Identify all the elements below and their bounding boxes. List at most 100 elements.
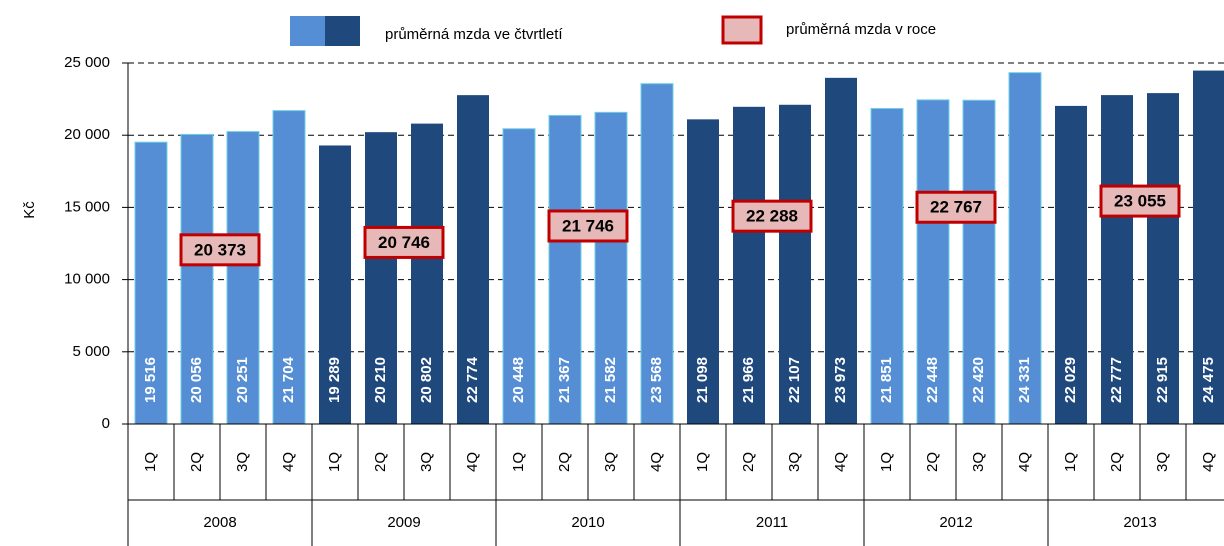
value-label: 20 802 xyxy=(418,357,435,403)
bar xyxy=(319,145,351,424)
year-label: 2009 xyxy=(387,514,420,531)
x-tick-label: 1Q xyxy=(878,452,895,472)
annual-box xyxy=(731,199,813,233)
bar xyxy=(457,95,489,425)
bar xyxy=(1147,93,1179,425)
legend-swatch xyxy=(290,16,325,46)
bar xyxy=(1055,105,1087,424)
y-tick-label: 15 000 xyxy=(64,198,110,215)
value-label: 20 210 xyxy=(372,357,389,403)
annual-label: 20 373 xyxy=(194,240,246,259)
year-label: 2010 xyxy=(571,514,604,531)
x-tick-label: 1Q xyxy=(142,452,159,472)
value-label: 21 851 xyxy=(878,357,895,403)
x-tick-label: 3Q xyxy=(602,452,619,472)
x-tick-label: 4Q xyxy=(1200,452,1217,472)
value-label: 22 448 xyxy=(924,357,941,403)
legend-label: průměrná mzda v roce xyxy=(786,21,936,38)
x-tick-label: 1Q xyxy=(510,452,527,472)
bar xyxy=(779,104,811,425)
value-label: 22 774 xyxy=(464,356,481,403)
value-label: 22 029 xyxy=(1062,357,1079,403)
bar xyxy=(411,123,443,425)
x-tick-label: 3Q xyxy=(786,452,803,472)
y-tick-label: 0 xyxy=(102,415,110,432)
value-label: 21 582 xyxy=(602,357,619,403)
value-label: 22 777 xyxy=(1108,357,1125,403)
bar xyxy=(594,111,628,425)
annual-label: 23 055 xyxy=(1114,192,1166,211)
value-label: 22 107 xyxy=(786,357,803,403)
value-label: 23 973 xyxy=(832,357,849,403)
y-tick-label: 25 000 xyxy=(64,54,110,71)
bar xyxy=(1008,72,1042,425)
bar xyxy=(687,119,719,424)
y-tick-label: 20 000 xyxy=(64,126,110,143)
x-tick-label: 2Q xyxy=(1108,452,1125,472)
value-label: 24 331 xyxy=(1016,357,1033,403)
year-label: 2008 xyxy=(203,514,236,531)
value-label: 19 516 xyxy=(142,357,159,403)
bar xyxy=(502,128,536,425)
x-tick-label: 2Q xyxy=(188,452,205,472)
y-axis-label: Kč xyxy=(21,201,38,219)
x-tick-label: 4Q xyxy=(648,452,665,472)
value-label: 23 568 xyxy=(648,357,665,403)
year-label: 2013 xyxy=(1123,514,1156,531)
bar xyxy=(962,99,996,425)
legend-swatch xyxy=(721,15,763,45)
year-label: 2012 xyxy=(939,514,972,531)
year-label: 2011 xyxy=(756,514,788,531)
x-tick-label: 2Q xyxy=(740,452,757,472)
x-tick-label: 3Q xyxy=(970,452,987,472)
bar xyxy=(365,132,397,424)
value-label: 22 420 xyxy=(970,357,987,403)
x-tick-label: 4Q xyxy=(464,452,481,472)
x-tick-label: 3Q xyxy=(418,452,435,472)
annual-box xyxy=(1099,184,1181,218)
x-tick-label: 1Q xyxy=(326,452,343,472)
x-tick-label: 3Q xyxy=(1154,452,1171,472)
annual-box xyxy=(915,190,997,224)
x-tick-label: 4Q xyxy=(832,452,849,472)
x-tick-label: 1Q xyxy=(1062,452,1079,472)
y-tick-label: 5 000 xyxy=(72,343,110,360)
legend-label: průměrná mzda ve čtvrtletí xyxy=(385,26,563,43)
annual-label: 20 746 xyxy=(378,233,430,252)
value-label: 21 966 xyxy=(740,357,757,403)
value-label: 21 704 xyxy=(280,356,297,403)
x-tick-label: 2Q xyxy=(556,452,573,472)
x-tick-label: 4Q xyxy=(280,452,297,472)
bar xyxy=(870,107,904,425)
x-tick-label: 2Q xyxy=(924,452,941,472)
bar xyxy=(733,106,765,424)
y-tick-label: 10 000 xyxy=(64,271,110,288)
value-label: 21 098 xyxy=(694,357,711,403)
bar xyxy=(1193,70,1224,425)
value-label: 20 056 xyxy=(188,357,205,403)
bar xyxy=(825,77,857,424)
bar xyxy=(1101,95,1133,424)
annual-label: 22 288 xyxy=(746,207,798,226)
bar xyxy=(272,110,306,425)
value-label: 20 448 xyxy=(510,357,527,403)
x-tick-label: 1Q xyxy=(694,452,711,472)
x-tick-label: 2Q xyxy=(372,452,389,472)
x-tick-label: 3Q xyxy=(234,452,251,472)
bar xyxy=(640,83,674,425)
annual-box xyxy=(179,233,261,267)
value-label: 19 289 xyxy=(326,357,343,403)
legend-swatch xyxy=(325,16,360,46)
value-label: 22 915 xyxy=(1154,357,1171,403)
x-tick-label: 4Q xyxy=(1016,452,1033,472)
value-label: 21 367 xyxy=(556,357,573,403)
annual-label: 22 767 xyxy=(930,198,982,217)
annual-label: 21 746 xyxy=(562,216,614,235)
value-label: 20 251 xyxy=(234,357,251,403)
annual-box xyxy=(363,225,445,259)
bar xyxy=(226,131,260,425)
annual-box xyxy=(547,209,629,243)
value-label: 24 475 xyxy=(1200,357,1217,403)
